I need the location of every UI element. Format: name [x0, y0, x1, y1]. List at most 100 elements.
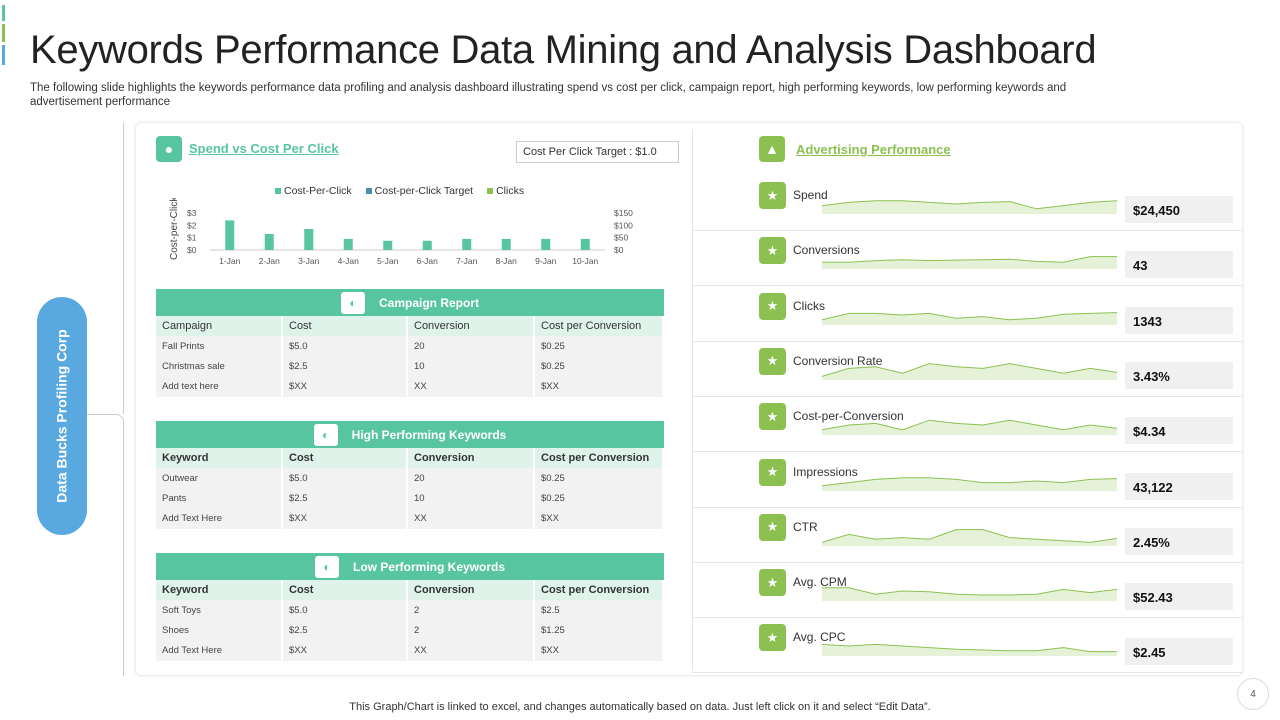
sparkline-area — [822, 200, 1117, 214]
table-cell: Soft Toys — [156, 600, 283, 622]
x-tick-label: 8-Jan — [496, 256, 518, 266]
table-cell: Pants — [156, 488, 283, 510]
y2-tick-label: $0 — [614, 245, 624, 255]
sparkline-area — [822, 644, 1117, 657]
table-cell: Add Text Here — [156, 640, 283, 662]
table-header-row: Keyword Cost Conversion Cost per Conversion — [156, 580, 664, 601]
bar — [580, 238, 590, 250]
table-cell: 20 — [408, 336, 535, 358]
bar — [501, 238, 511, 250]
metric-value: $52.43 — [1125, 583, 1233, 611]
sparkline-line — [822, 256, 1117, 263]
table-cell: $XX — [283, 640, 408, 662]
sparkline-line — [822, 200, 1117, 210]
column-header: Keyword — [156, 580, 283, 601]
page-number: 4 — [1237, 678, 1269, 710]
table-cell: $2.5 — [283, 620, 408, 642]
accent-bar — [2, 24, 5, 42]
table-1: ◐ High Performing Keywords Keyword Cost Con… — [156, 421, 664, 530]
table-cell: Fall Prints — [156, 336, 283, 358]
table-row: Fall Prints $5.0 20 $0.25 — [156, 336, 664, 358]
divider — [692, 130, 693, 670]
chat-user-icon: ★ — [759, 237, 786, 265]
metric-label: Conversion Rate — [793, 353, 883, 368]
bracket-line — [87, 414, 124, 676]
y-tick-label: $0 — [187, 245, 197, 255]
table-cell: $5.0 — [283, 336, 408, 358]
bar — [304, 229, 314, 250]
table-row: Christmas sale $2.5 10 $0.25 — [156, 356, 664, 378]
spend-section-title[interactable]: Spend vs Cost Per Click — [189, 141, 339, 156]
table-cell: 10 — [408, 356, 535, 378]
table-title-bar: ◐ High Performing Keywords — [156, 421, 664, 448]
sparkline-line — [822, 476, 1117, 486]
report-icon: ◐ — [340, 291, 365, 314]
sparkline-line — [822, 362, 1117, 377]
table-cell: XX — [408, 640, 535, 662]
sparkline-area — [822, 529, 1117, 546]
calendar-icon: ★ — [759, 624, 786, 652]
y2-tick-label: $150 — [614, 208, 633, 218]
metric-4: ★ Cost-per-Conversion $4.34 — [692, 397, 1243, 453]
gauge-low-icon: ◐ — [314, 555, 339, 578]
accent-bar — [2, 5, 5, 21]
table-row: Add Text Here $XX XX $XX — [156, 508, 664, 530]
table-title: Low Performing Keywords — [352, 559, 506, 574]
sparkline — [822, 200, 1117, 214]
table-cell: $XX — [535, 640, 664, 662]
x-tick-label: 4-Jan — [338, 256, 360, 266]
table-cell: 10 — [408, 488, 535, 510]
sparkline — [822, 419, 1117, 436]
shop-icon: ★ — [759, 569, 786, 597]
advertising-title[interactable]: Advertising Performance — [796, 142, 951, 157]
x-tick-label: 7-Jan — [456, 256, 478, 266]
table-2: ◐ Low Performing Keywords Keyword Cost Conv… — [156, 553, 664, 662]
bar — [383, 240, 393, 250]
bar — [264, 233, 274, 250]
sparkline-line — [822, 311, 1117, 320]
x-tick-label: 1-Jan — [219, 256, 241, 266]
sparkline-area — [822, 587, 1117, 602]
column-header: Cost — [283, 316, 408, 337]
table-cell: $5.0 — [283, 468, 408, 490]
company-name: Data Bucks Profiling Corp — [54, 329, 70, 503]
table-title-bar: ◐ Low Performing Keywords — [156, 553, 664, 580]
people-network-icon: ★ — [759, 513, 786, 541]
sparkline — [822, 528, 1117, 546]
page-subtitle: The following slide highlights the keywo… — [30, 82, 1067, 108]
bar — [541, 238, 551, 250]
table-cell: Christmas sale — [156, 356, 283, 378]
sparkline-line — [822, 419, 1117, 431]
table-row: Outwear $5.0 20 $0.25 — [156, 468, 664, 490]
table-cell: $XX — [283, 508, 408, 530]
x-tick-label: 2-Jan — [259, 256, 281, 266]
table-cell: $2.5 — [283, 488, 408, 510]
table-cell: $5.0 — [283, 600, 408, 622]
sparkline — [822, 476, 1117, 491]
chart-legend: Cost-Per-Click Cost-per-Click Target Cli… — [275, 185, 524, 197]
sparkline-area — [822, 420, 1117, 436]
column-header: Cost per Conversion — [535, 316, 664, 337]
legend-item: Cost-per-Click Target — [365, 185, 473, 197]
accent-bar — [2, 45, 5, 65]
column-header: Cost — [283, 580, 408, 601]
table-title: High Performing Keywords — [351, 427, 507, 442]
x-tick-label: 5-Jan — [377, 256, 399, 266]
cpc-target-box: Cost Per Click Target : $1.0 — [516, 141, 679, 163]
boxes-icon: ★ — [759, 403, 786, 431]
metric-6: ★ CTR 2.45% — [692, 508, 1243, 563]
table-cell: Shoes — [156, 620, 283, 642]
metric-value: $24,450 — [1125, 196, 1233, 223]
metric-1: ★ Conversions 43 — [692, 231, 1243, 287]
table-cell: XX — [408, 508, 535, 530]
metric-label: Clicks — [793, 298, 825, 313]
bar — [343, 238, 353, 250]
table-header-row: Campaign Cost Conversion Cost per Conversio… — [156, 316, 664, 337]
table-cell: $0.25 — [535, 356, 664, 378]
company-label: Data Bucks Profiling Corp — [37, 297, 87, 535]
metric-value: $4.34 — [1125, 417, 1233, 445]
money-bag-icon: ★ — [759, 458, 786, 486]
table-cell: 20 — [408, 468, 535, 490]
metric-value: 3.43% — [1125, 361, 1233, 389]
table-cell: Add Text Here — [156, 508, 283, 530]
